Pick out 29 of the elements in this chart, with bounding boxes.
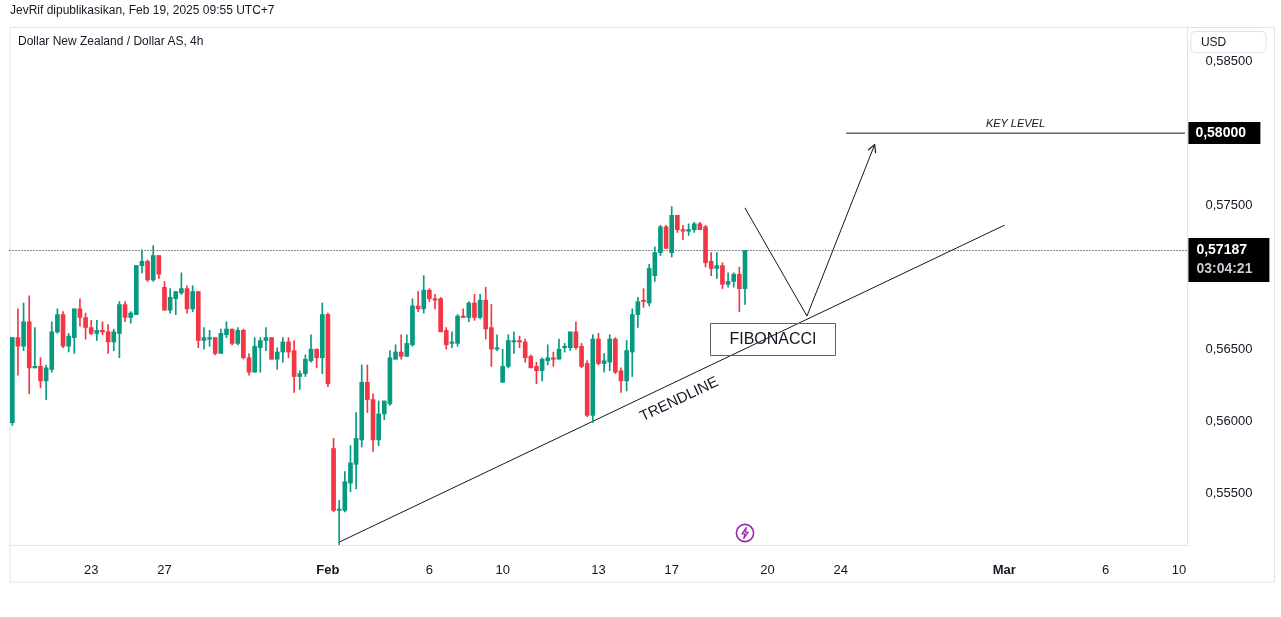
x-tick-label: 24 [833, 562, 849, 578]
candlestick [398, 334, 404, 360]
x-tick-label: 10 [495, 562, 510, 578]
y-tick-label: 0,56500 [1205, 340, 1253, 356]
x-tick-label: Feb [316, 562, 340, 578]
text: 03:04:21 [1196, 259, 1253, 276]
x-tick-label: 20 [760, 562, 775, 578]
data-label: 0,58000 [1195, 124, 1247, 141]
y-tick-label: 0,55500 [1205, 484, 1253, 500]
x-tick-label: Mar [992, 562, 1016, 578]
candlestick [714, 252, 720, 279]
series-label: KEY LEVEL [985, 116, 1046, 129]
y-axis-title: USD [1200, 34, 1227, 49]
candlestick [15, 308, 21, 376]
x-tick-label: 6 [425, 562, 433, 578]
text: Dollar New Zealand / Dollar AS, 4h [18, 34, 204, 49]
text: JevRif dipublikasikan, Feb 19, 2025 09:55 UTC+7 [10, 3, 275, 18]
y-tick-label: 0,56000 [1205, 412, 1253, 428]
x-tick-label: 13 [591, 562, 606, 578]
ref-line-label: 0,57187 [1196, 240, 1248, 257]
x-tick-label: 23 [83, 562, 99, 578]
y-tick-label: 0,57500 [1205, 196, 1253, 212]
y-tick-label: 0,58500 [1205, 52, 1253, 68]
x-tick-label: 17 [664, 562, 679, 578]
x-tick-label: 10 [1171, 562, 1187, 578]
candlestick [94, 320, 100, 341]
candlestick [460, 308, 466, 318]
x-tick-label: 27 [157, 562, 172, 578]
x-tick-label: 6 [1102, 562, 1110, 578]
